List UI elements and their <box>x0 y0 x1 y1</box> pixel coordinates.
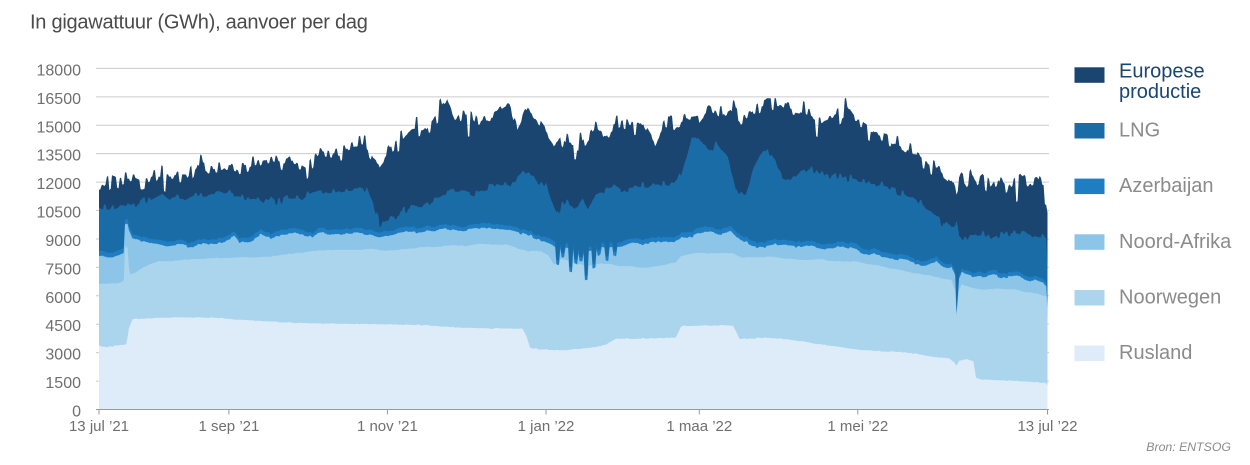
svg-text:Azerbaijan: Azerbaijan <box>1119 175 1214 197</box>
svg-text:Noorwegen: Noorwegen <box>1119 287 1221 309</box>
svg-text:LNG: LNG <box>1119 120 1160 142</box>
svg-text:13500: 13500 <box>37 148 82 165</box>
svg-text:13 jul ’21: 13 jul ’21 <box>69 418 129 435</box>
svg-text:9000: 9000 <box>45 233 81 250</box>
svg-text:10500: 10500 <box>37 205 82 222</box>
svg-text:Europese: Europese <box>1119 61 1205 83</box>
svg-text:15000: 15000 <box>37 119 82 136</box>
svg-text:3000: 3000 <box>45 347 81 364</box>
svg-text:0: 0 <box>72 404 81 421</box>
svg-text:4500: 4500 <box>45 318 81 335</box>
svg-text:In gigawattuur (GWh), aanvoer: In gigawattuur (GWh), aanvoer per dag <box>30 12 368 34</box>
svg-text:Bron: ENTSOG: Bron: ENTSOG <box>1146 440 1231 454</box>
svg-text:13 jul ’22: 13 jul ’22 <box>1017 418 1077 435</box>
svg-text:18000: 18000 <box>37 62 82 79</box>
svg-text:1 jan ’22: 1 jan ’22 <box>518 418 575 435</box>
svg-text:1 maa ’22: 1 maa ’22 <box>666 418 732 435</box>
svg-text:productie: productie <box>1119 81 1201 103</box>
svg-text:1 sep ’21: 1 sep ’21 <box>198 418 259 435</box>
svg-text:6000: 6000 <box>45 290 81 307</box>
svg-text:16500: 16500 <box>37 91 82 108</box>
svg-text:Rusland: Rusland <box>1119 342 1192 364</box>
svg-text:Noord-Afrika: Noord-Afrika <box>1119 231 1232 253</box>
svg-text:1 nov ’21: 1 nov ’21 <box>357 418 418 435</box>
svg-text:7500: 7500 <box>45 261 81 278</box>
svg-text:1 mei ’22: 1 mei ’22 <box>827 418 888 435</box>
svg-text:1500: 1500 <box>45 375 81 392</box>
svg-text:12000: 12000 <box>37 176 82 193</box>
